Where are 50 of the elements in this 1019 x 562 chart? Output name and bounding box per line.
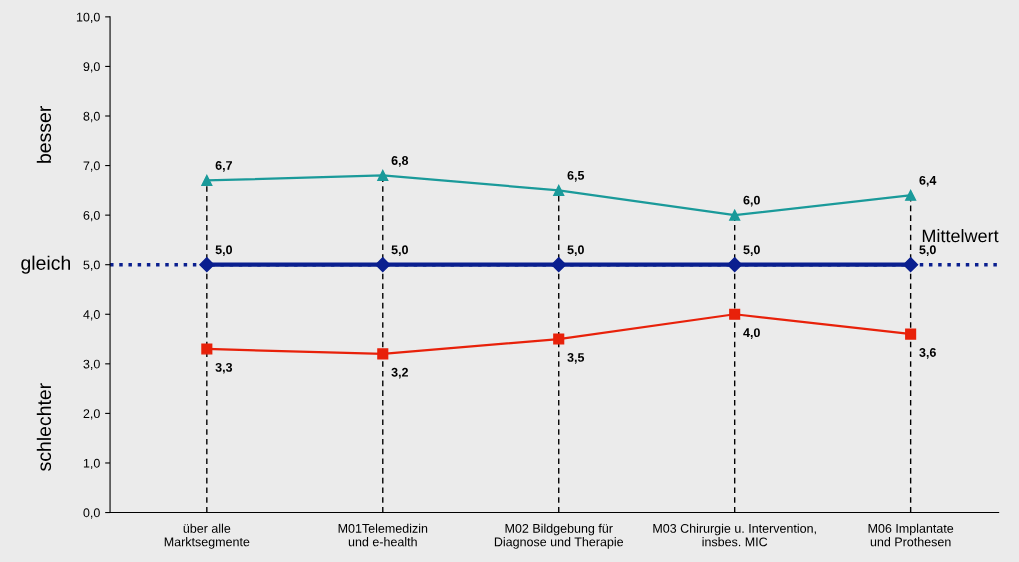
data-label: 5,0	[215, 245, 233, 256]
y-tick-label: 10,0	[76, 12, 100, 23]
point	[905, 189, 917, 201]
data-label: 6,0	[743, 195, 760, 207]
point	[553, 333, 565, 345]
point	[375, 257, 391, 273]
data-label: 3,3	[215, 362, 233, 374]
text: besser	[36, 106, 52, 163]
point	[201, 343, 213, 355]
point	[905, 328, 917, 340]
ref-line-label: Mittelwert	[922, 229, 999, 243]
point	[377, 169, 389, 182]
point	[553, 184, 565, 196]
x-tick-label: M02 Bildgebung für Diagnose und Therapie	[494, 523, 624, 549]
point	[201, 174, 213, 186]
point	[903, 257, 919, 273]
data-label: 6,8	[391, 156, 409, 167]
point	[199, 257, 215, 273]
y-tick-label: 7,0	[83, 161, 100, 172]
point	[729, 308, 741, 320]
data-label: 3,6	[919, 348, 936, 359]
point	[377, 348, 389, 360]
text: schlechter	[36, 383, 52, 471]
x-tick-label: M06 Implantate und Prothesen	[868, 523, 954, 547]
x-tick-label: M01Telemedizin und e-health	[338, 523, 428, 547]
data-label: 5,0	[391, 245, 408, 256]
y-tick-label: 3,0	[83, 359, 100, 370]
y-tick-label: 2,0	[83, 409, 100, 420]
y-tick-label: 1,0	[83, 458, 100, 470]
point	[729, 209, 741, 221]
y-tick-label: 5,0	[83, 260, 100, 271]
y-tick-label: 0,0	[83, 508, 100, 519]
data-label: 6,4	[919, 175, 937, 187]
point	[551, 257, 567, 273]
data-label: 5,0	[567, 245, 584, 256]
y-tick-label: 4,0	[83, 310, 100, 321]
data-label: 6,7	[215, 161, 232, 172]
y-tick-label: 6,0	[83, 210, 100, 222]
data-label: 4,0	[743, 328, 760, 339]
data-label: 3,5	[567, 353, 585, 364]
data-label: 5,0	[743, 245, 760, 256]
text: gleich	[21, 255, 70, 274]
data-label: 3,2	[391, 367, 408, 379]
y-tick-label: 8,0	[83, 111, 100, 123]
x-tick-label: über alle Marktsegmente	[164, 523, 250, 549]
x-tick-label: M03 Chirurgie u. Intervention, insbes. MIC	[653, 523, 816, 547]
point	[727, 257, 743, 273]
data-label: 6,5	[567, 170, 585, 182]
y-tick-label: 9,0	[83, 62, 100, 73]
data-label: 5,0	[919, 245, 936, 256]
